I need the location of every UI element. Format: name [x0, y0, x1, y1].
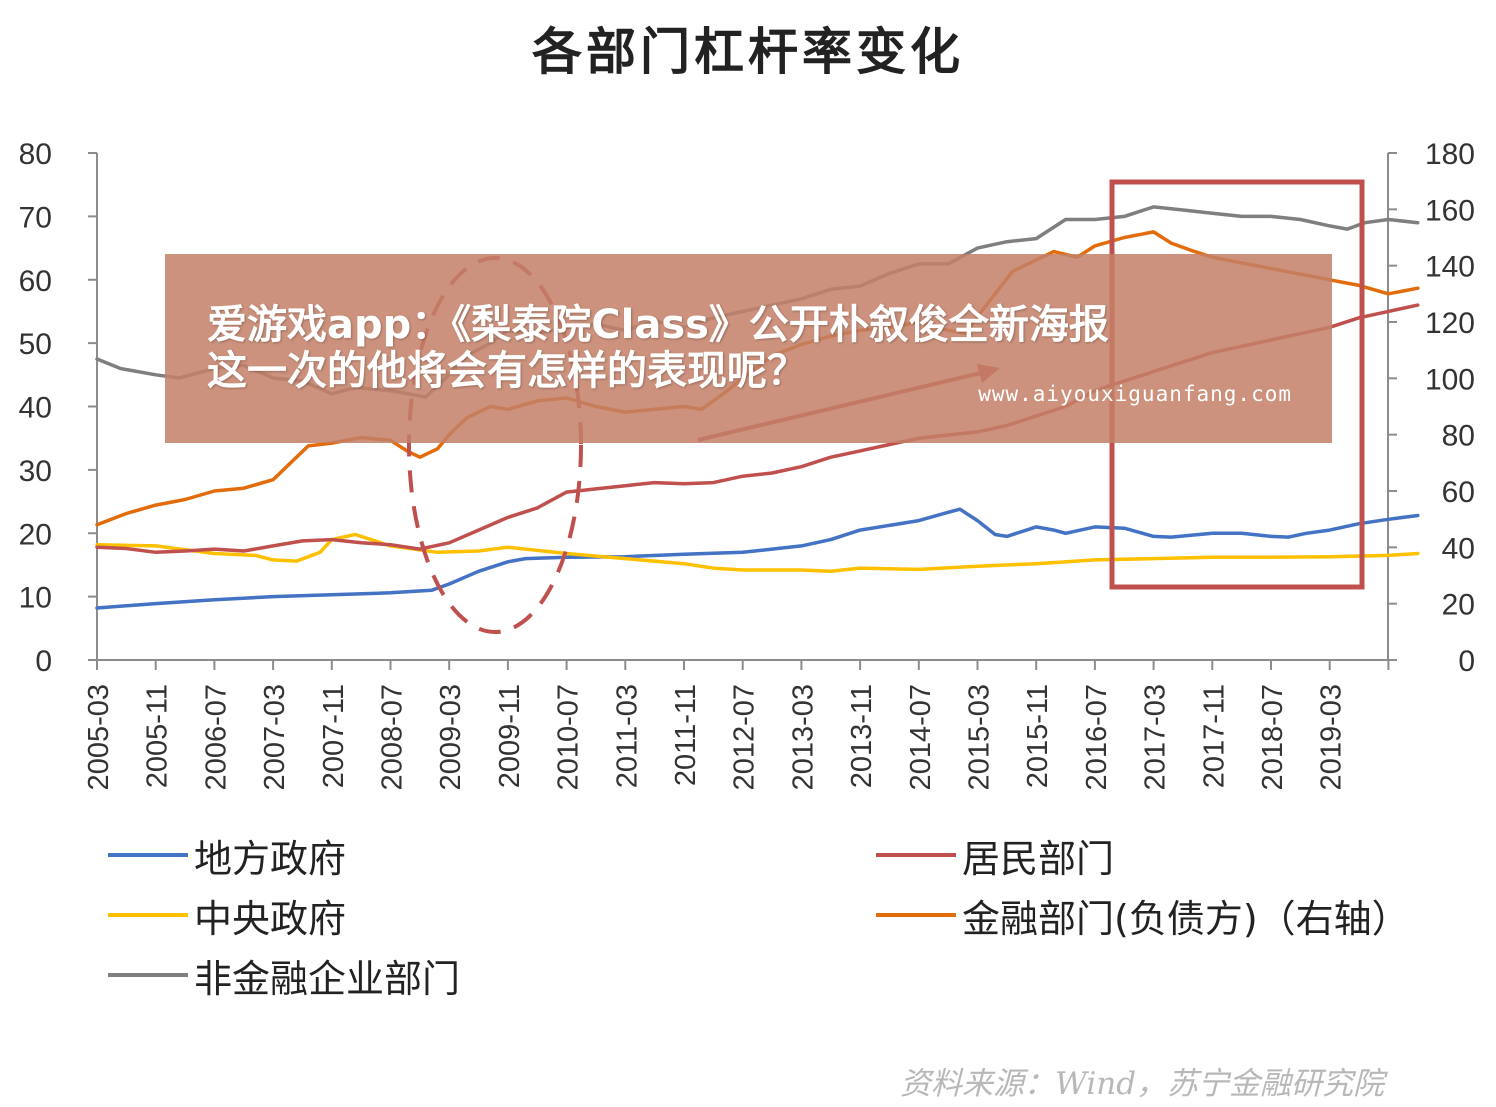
legend-label: 地方政府	[194, 836, 347, 881]
legend-swatch	[876, 853, 956, 857]
chart-axes: 0 10 20 30 40 50 60 70 80 0 20 40 60 80 100 120 140 160 18…	[19, 138, 1475, 790]
y-left-tick-label: 80	[19, 138, 52, 171]
legend-item-central-government: 中央政府	[108, 890, 347, 941]
banner-url[interactable]: www.aiyouxiguanfang.com	[978, 382, 1292, 406]
y-left-tick-label: 40	[19, 392, 52, 425]
legend-swatch	[876, 913, 956, 917]
x-tick-label: 2019-03	[1316, 684, 1348, 790]
promo-banner[interactable]: 爱游戏app：《梨泰院Class》公开朴叙俊全新海报 这一次的他将会有怎样的表现…	[165, 254, 1332, 443]
y-left-tick-label: 50	[19, 328, 52, 361]
x-tick-label: 2014-07	[905, 684, 937, 790]
legend-swatch	[108, 913, 188, 917]
series-line	[95, 507, 1420, 610]
x-tick-label: 2017-11	[1198, 684, 1230, 788]
legend-swatch	[108, 853, 188, 857]
y-right-tick-label: 0	[1458, 645, 1475, 678]
x-tick-label: 2018-07	[1257, 684, 1289, 790]
legend-label: 中央政府	[194, 896, 347, 941]
x-tick-label: 2007-11	[318, 684, 350, 788]
y-right-tick-label: 40	[1442, 532, 1475, 565]
legend-label: 金融部门(负债方)（右轴）	[962, 896, 1410, 941]
legend-item-financial-sector: 金融部门(负债方)（右轴）	[876, 890, 1410, 941]
y-right-tick-label: 140	[1425, 251, 1475, 284]
x-tick-label: 2007-03	[259, 684, 291, 790]
x-tick-label: 2011-03	[611, 684, 643, 788]
x-tick-label: 2016-07	[1081, 684, 1113, 790]
y-right-tick-label: 100	[1425, 363, 1475, 396]
y-right-tick-label: 60	[1442, 476, 1475, 509]
legend-item-household: 居民部门	[876, 830, 1115, 881]
y-left-tick-label: 10	[19, 582, 52, 615]
y-right-tick-label: 80	[1442, 420, 1475, 453]
y-left-tick-label: 30	[19, 455, 52, 488]
y-right-tick-label: 120	[1425, 307, 1475, 340]
x-tick-label: 2013-11	[846, 684, 878, 788]
x-tick-label: 2010-07	[553, 684, 585, 790]
x-tick-label: 2005-03	[83, 684, 115, 790]
x-tick-label: 2005-11	[142, 684, 174, 788]
x-tick-label: 2015-11	[1022, 684, 1054, 788]
legend-label: 非金融企业部门	[194, 956, 461, 1001]
chart-title: 各部门杠杆率变化	[532, 23, 964, 81]
x-tick-label: 2009-03	[435, 684, 467, 790]
banner-subheadline: 这一次的他将会有怎样的表现呢？	[207, 348, 807, 394]
x-tick-label: 2011-11	[670, 684, 702, 786]
y-left-tick-label: 0	[35, 645, 52, 678]
x-tick-label: 2006-07	[200, 684, 232, 790]
x-tick-label: 2012-07	[729, 684, 761, 790]
legend-item-local-government: 地方政府	[108, 830, 347, 881]
legend-label: 居民部门	[962, 836, 1115, 881]
x-tick-label: 2015-03	[964, 684, 996, 790]
legend-swatch	[108, 973, 188, 977]
y-right-tick-label: 160	[1425, 194, 1475, 227]
y-left-tick-label: 60	[19, 265, 52, 298]
y-left-tick-label: 70	[19, 201, 52, 234]
source-note: 资料来源：Wind，苏宁金融研究院	[900, 1066, 1385, 1102]
y-right-tick-label: 20	[1442, 589, 1475, 622]
banner-headline: 爱游戏app：《梨泰院Class》公开朴叙俊全新海报	[207, 302, 1109, 348]
x-tick-label: 2013-03	[787, 684, 819, 790]
x-tick-label: 2017-03	[1140, 684, 1172, 790]
series-line	[95, 532, 1420, 574]
y-left-tick-label: 20	[19, 518, 52, 551]
x-tick-label: 2009-11	[494, 684, 526, 788]
legend-item-nonfinancial-corporate: 非金融企业部门	[108, 950, 461, 1001]
y-right-tick-label: 180	[1425, 138, 1475, 171]
x-tick-label: 2008-07	[377, 684, 409, 790]
